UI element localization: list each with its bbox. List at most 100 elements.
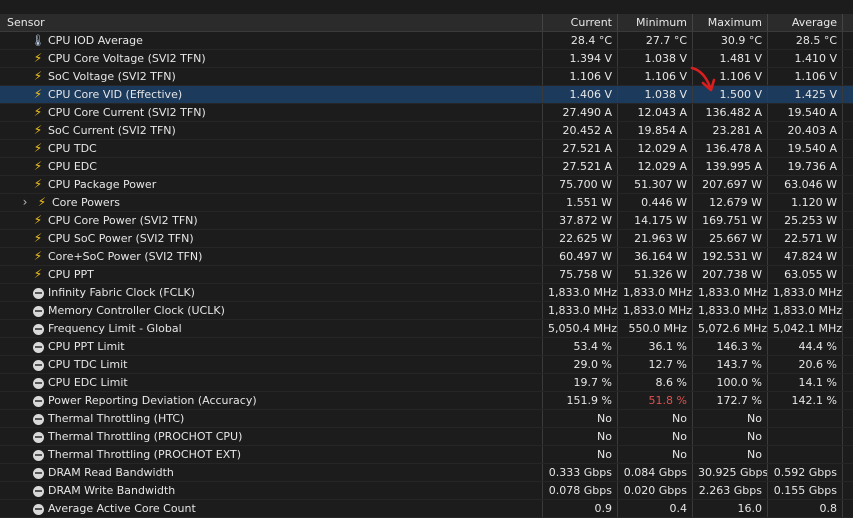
minimum-value: 12.043 A bbox=[618, 104, 693, 121]
sensor-name-cell: Thermal Throttling (HTC) bbox=[0, 410, 543, 427]
sensor-label: Frequency Limit - Global bbox=[48, 322, 182, 335]
table-row[interactable]: Frequency Limit - Global 5,050.4 MHz 550.0… bbox=[0, 320, 853, 338]
maximum-value: 139.995 A bbox=[693, 158, 768, 175]
table-row[interactable]: ⚡ Core+SoC Power (SVI2 TFN) 60.497 W 36.164… bbox=[0, 248, 853, 266]
minimum-value: 51.8 % bbox=[618, 392, 693, 409]
sensor-name-cell: DRAM Write Bandwidth bbox=[0, 482, 543, 499]
sensor-label: DRAM Write Bandwidth bbox=[48, 484, 176, 497]
sensor-label: CPU Core Current (SVI2 TFN) bbox=[48, 106, 206, 119]
average-column-header[interactable]: Average bbox=[768, 14, 843, 31]
current-value: 0.078 Gbps bbox=[543, 482, 618, 499]
maximum-value: 207.697 W bbox=[693, 176, 768, 193]
minimum-value: 12.029 A bbox=[618, 158, 693, 175]
thermometer-icon: 🌡 bbox=[31, 34, 45, 47]
maximum-value: 169.751 W bbox=[693, 212, 768, 229]
sensor-name-cell: Frequency Limit - Global bbox=[0, 320, 543, 337]
sensor-name-cell: ⚡ SoC Voltage (SVI2 TFN) bbox=[0, 68, 543, 85]
current-column-header[interactable]: Current bbox=[543, 14, 618, 31]
current-value: 28.4 °C bbox=[543, 32, 618, 49]
current-value: 27.521 A bbox=[543, 158, 618, 175]
table-row[interactable]: Thermal Throttling (HTC) No No No bbox=[0, 410, 853, 428]
sensor-name-cell: ⚡ CPU Core Current (SVI2 TFN) bbox=[0, 104, 543, 121]
average-value bbox=[768, 428, 843, 445]
current-value: 1.106 V bbox=[543, 68, 618, 85]
minimum-value: 21.963 W bbox=[618, 230, 693, 247]
clock-icon bbox=[32, 304, 44, 318]
lightning-icon: ⚡ bbox=[33, 51, 43, 65]
maximum-value: No bbox=[693, 446, 768, 463]
table-row[interactable]: ⚡ CPU SoC Power (SVI2 TFN) 22.625 W 21.963 … bbox=[0, 230, 853, 248]
lightning-icon: ⚡ bbox=[33, 267, 43, 281]
sensor-name-cell: ⚡ CPU TDC bbox=[0, 140, 543, 157]
table-row[interactable]: ⚡ CPU TDC 27.521 A 12.029 A 136.478 A 19.540 … bbox=[0, 140, 853, 158]
table-row[interactable]: Memory Controller Clock (UCLK) 1,833.0 MH… bbox=[0, 302, 853, 320]
lightning-icon: ⚡ bbox=[33, 123, 43, 137]
sensor-name-cell: Thermal Throttling (PROCHOT EXT) bbox=[0, 446, 543, 463]
sensor-label: SoC Current (SVI2 TFN) bbox=[48, 124, 176, 137]
table-row[interactable]: ⚡ CPU EDC 27.521 A 12.029 A 139.995 A 19.736 … bbox=[0, 158, 853, 176]
expand-chevron-icon[interactable]: › bbox=[22, 195, 28, 209]
average-value: 22.571 W bbox=[768, 230, 843, 247]
table-row[interactable]: ⚡ CPU Core Voltage (SVI2 TFN) 1.394 V 1.038… bbox=[0, 50, 853, 68]
sensor-label: Average Active Core Count bbox=[48, 502, 196, 515]
minimum-value: No bbox=[618, 410, 693, 427]
table-row[interactable]: › ⚡ Core Powers 1.551 W 0.446 W 12.679 W 1.120… bbox=[0, 194, 853, 212]
table-row[interactable]: Infinity Fabric Clock (FCLK) 1,833.0 MHz 1… bbox=[0, 284, 853, 302]
minimum-value: 0.4 bbox=[618, 500, 693, 517]
maximum-value: 207.738 W bbox=[693, 266, 768, 283]
average-value: 0.592 Gbps bbox=[768, 464, 843, 481]
sensor-table: 🌡 CPU IOD Average 28.4 °C 27.7 °C 30.9 °C 28.… bbox=[0, 32, 853, 518]
average-value: 1.106 V bbox=[768, 68, 843, 85]
table-row[interactable]: CPU PPT Limit 53.4 % 36.1 % 146.3 % 44.4 % bbox=[0, 338, 853, 356]
average-value: 25.253 W bbox=[768, 212, 843, 229]
sensor-label: CPU Package Power bbox=[48, 178, 157, 191]
table-row[interactable]: ⚡ CPU Core Current (SVI2 TFN) 27.490 A 12.0… bbox=[0, 104, 853, 122]
maximum-value: 30.9 °C bbox=[693, 32, 768, 49]
current-value: 0.333 Gbps bbox=[543, 464, 618, 481]
current-value: No bbox=[543, 428, 618, 445]
sensor-name-cell: Memory Controller Clock (UCLK) bbox=[0, 302, 543, 319]
table-row[interactable]: ⚡ CPU Core Power (SVI2 TFN) 37.872 W 14.175… bbox=[0, 212, 853, 230]
table-row[interactable]: DRAM Read Bandwidth 0.333 Gbps 0.084 Gbps 3… bbox=[0, 464, 853, 482]
maximum-value: 143.7 % bbox=[693, 356, 768, 373]
sensor-label: CPU PPT bbox=[48, 268, 94, 281]
table-row[interactable]: CPU TDC Limit 29.0 % 12.7 % 143.7 % 20.6 % bbox=[0, 356, 853, 374]
current-value: 53.4 % bbox=[543, 338, 618, 355]
minimum-value: 0.446 W bbox=[618, 194, 693, 211]
sensor-label: Thermal Throttling (PROCHOT EXT) bbox=[48, 448, 242, 461]
maximum-value: 192.531 W bbox=[693, 248, 768, 265]
clock-icon bbox=[32, 394, 44, 408]
table-row[interactable]: ⚡ CPU PPT 75.758 W 51.326 W 207.738 W 63.055 … bbox=[0, 266, 853, 284]
sensor-label: Thermal Throttling (HTC) bbox=[48, 412, 185, 425]
minimum-value: 1.106 V bbox=[618, 68, 693, 85]
average-value: 19.540 A bbox=[768, 104, 843, 121]
table-row[interactable]: Thermal Throttling (PROCHOT CPU) No No No bbox=[0, 428, 853, 446]
sensor-name-cell: ⚡ CPU Core Power (SVI2 TFN) bbox=[0, 212, 543, 229]
average-value: 20.403 A bbox=[768, 122, 843, 139]
maximum-column-header[interactable]: Maximum bbox=[693, 14, 768, 31]
sensor-name-cell: ⚡ SoC Current (SVI2 TFN) bbox=[0, 122, 543, 139]
minimum-value: 12.029 A bbox=[618, 140, 693, 157]
sensor-label: CPU Core VID (Effective) bbox=[48, 88, 183, 101]
table-row[interactable]: Average Active Core Count 0.9 0.4 16.0 0.8 bbox=[0, 500, 853, 518]
table-row[interactable]: Thermal Throttling (PROCHOT EXT) No No No bbox=[0, 446, 853, 464]
table-row[interactable]: DRAM Write Bandwidth 0.078 Gbps 0.020 Gbps… bbox=[0, 482, 853, 500]
sensor-name-cell: ⚡ Core+SoC Power (SVI2 TFN) bbox=[0, 248, 543, 265]
sensor-column-header[interactable]: Sensor bbox=[0, 14, 543, 31]
table-row[interactable]: Power Reporting Deviation (Accuracy) 151.… bbox=[0, 392, 853, 410]
sensor-label: CPU TDC Limit bbox=[48, 358, 128, 371]
minimum-column-header[interactable]: Minimum bbox=[618, 14, 693, 31]
sensor-name-cell: DRAM Read Bandwidth bbox=[0, 464, 543, 481]
table-row[interactable]: ⚡ SoC Voltage (SVI2 TFN) 1.106 V 1.106 V 1.1… bbox=[0, 68, 853, 86]
sensor-name-cell: CPU EDC Limit bbox=[0, 374, 543, 391]
average-value bbox=[768, 410, 843, 427]
current-value: 1.394 V bbox=[543, 50, 618, 67]
table-row[interactable]: 🌡 CPU IOD Average 28.4 °C 27.7 °C 30.9 °C 28.… bbox=[0, 32, 853, 50]
maximum-value: 136.478 A bbox=[693, 140, 768, 157]
table-row[interactable]: ⚡ CPU Package Power 75.700 W 51.307 W 207.69… bbox=[0, 176, 853, 194]
current-value: 5,050.4 MHz bbox=[543, 320, 618, 337]
table-row[interactable]: CPU EDC Limit 19.7 % 8.6 % 100.0 % 14.1 % bbox=[0, 374, 853, 392]
sensor-label: Power Reporting Deviation (Accuracy) bbox=[48, 394, 257, 407]
